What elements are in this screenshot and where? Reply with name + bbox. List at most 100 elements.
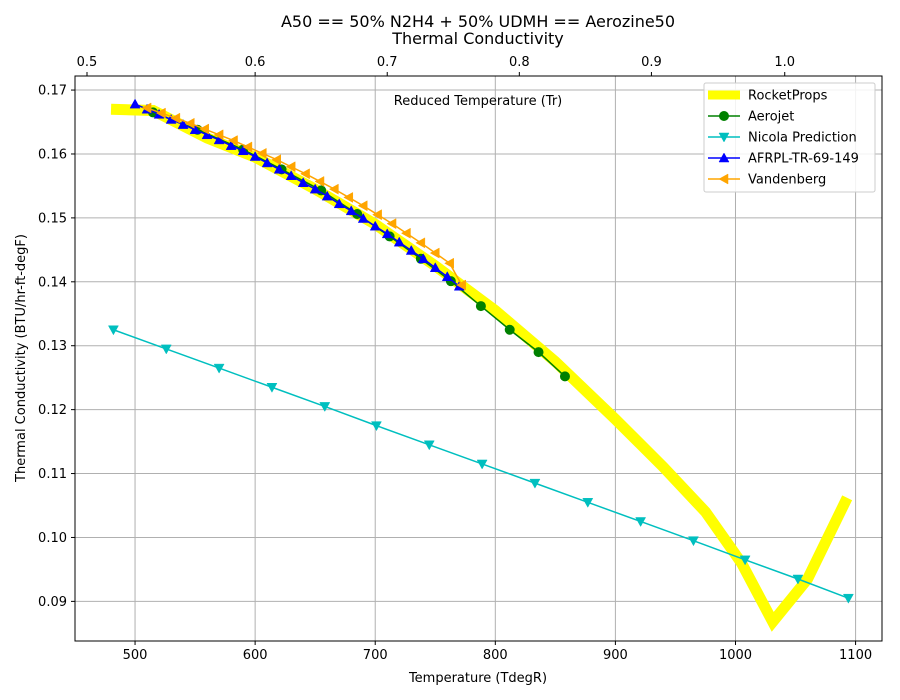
afrpl-tr-69-149-point: [249, 151, 261, 161]
nicola-prediction-point: [635, 517, 647, 527]
vandenberg-point: [170, 112, 181, 124]
y-tick-label: 0.16: [38, 147, 67, 162]
afrpl-tr-69-149-point: [369, 220, 381, 231]
vandenberg-point: [256, 147, 267, 159]
aerojet-point: [533, 347, 544, 358]
vandenberg-point: [372, 209, 382, 221]
x-tick-label: 900: [603, 648, 628, 663]
afrpl-tr-69-149-point: [441, 271, 453, 281]
y-tick-label: 0.15: [38, 211, 67, 226]
y-tick-label: 0.09: [38, 595, 67, 610]
afrpl-tr-69-149-point: [225, 140, 237, 150]
x-tick-label: 800: [483, 648, 508, 663]
vandenberg-point: [155, 107, 166, 119]
legend-label: RocketProps: [748, 89, 828, 104]
afrpl-tr-69-149-point: [345, 205, 357, 216]
legend-item-rocketprops: RocketProps: [708, 89, 828, 104]
top-tick-label: 0.9: [641, 55, 662, 70]
afrpl-tr-69-149-line: [134, 103, 460, 287]
legend-label: AFRPL-TR-69-149: [748, 152, 859, 167]
legend-swatch-marker: [718, 152, 730, 163]
afrpl-tr-69-149-point: [321, 190, 333, 201]
chart-title: A50 == 50% N2H4 + 50% UDMH == Aerozine50: [281, 12, 675, 31]
afrpl-tr-69-149-point: [213, 134, 225, 145]
afrpl-tr-69-149-point: [429, 262, 441, 272]
nicola-prediction-point: [423, 440, 435, 451]
vandenberg-point: [400, 227, 411, 239]
legend-item-vandenberg: Vandenberg: [708, 173, 826, 188]
vandenberg-point: [314, 176, 325, 187]
y-tick-label: 0.11: [38, 467, 67, 482]
vandenberg-point: [343, 192, 354, 203]
nicola-prediction-point: [739, 555, 751, 566]
top-tick-label: 0.8: [509, 55, 530, 70]
afrpl-tr-69-149-point: [393, 236, 405, 247]
legend-swatch-marker: [719, 111, 729, 121]
chart-subtitle: Thermal Conductivity: [391, 29, 564, 48]
series-vandenberg: [141, 102, 466, 291]
vandenberg-point: [357, 200, 368, 212]
afrpl-tr-69-149-point: [273, 163, 285, 174]
y-tick-label: 0.17: [38, 84, 67, 99]
afrpl-tr-69-149-point: [261, 157, 273, 168]
nicola-prediction-point: [582, 498, 594, 508]
vandenberg-point: [242, 141, 253, 153]
x-tick-label: 600: [243, 648, 268, 663]
vandenberg-point: [328, 183, 339, 195]
legend-items: RocketProps Aerojet Nicola Prediction AFRPL…: [708, 89, 859, 188]
legend: RocketProps Aerojet Nicola Prediction AFRPL…: [703, 82, 876, 193]
nicola-prediction-point: [842, 593, 854, 604]
vandenberg-point: [300, 168, 310, 180]
top-tick-label: 0.5: [77, 55, 98, 70]
vandenberg-point: [415, 237, 426, 249]
vandenberg-point: [285, 161, 296, 173]
top-tick-label: 1.0: [774, 55, 795, 70]
vandenberg-point: [141, 102, 152, 114]
nicola-prediction-point: [319, 402, 331, 412]
y-tick-label: 0.10: [38, 531, 67, 546]
grid: [75, 76, 882, 641]
legend-label: Vandenberg: [748, 173, 826, 188]
nicola-prediction-point: [160, 344, 172, 355]
top-tick-label: 0.6: [245, 55, 266, 70]
vandenberg-point: [228, 135, 238, 146]
afrpl-tr-69-149-point: [285, 170, 297, 180]
y-axis-label: Thermal Conductivity (BTU/hr-ft-degF): [14, 234, 29, 483]
legend-swatch-marker: [718, 132, 730, 143]
x-tick-label: 1100: [839, 648, 872, 663]
afrpl-tr-69-149-point: [333, 198, 345, 209]
series-nicola-prediction: [108, 325, 854, 604]
vandenberg-point: [184, 117, 195, 129]
top-tick-label: 0.7: [377, 55, 398, 70]
series-layer: [108, 98, 854, 632]
nicola-prediction-point: [108, 325, 119, 336]
afrpl-tr-69-149-point: [309, 183, 321, 194]
vandenberg-point: [213, 129, 224, 141]
nicola-prediction-point: [213, 363, 225, 374]
afrpl-tr-69-149-point: [357, 213, 369, 223]
afrpl-tr-69-149-point: [177, 119, 189, 129]
plot-frame: [74, 75, 883, 642]
vandenberg-point: [271, 154, 281, 166]
legend-item-nicola-prediction: Nicola Prediction: [708, 131, 857, 146]
nicola-prediction-point: [792, 574, 804, 585]
afrpl-tr-69-149-point: [381, 228, 393, 239]
x-tick-label: 1000: [719, 648, 752, 663]
afrpl-tr-69-149-point: [417, 253, 429, 264]
top-axis-label: Reduced Temperature (Tr): [394, 94, 562, 109]
legend-label: Nicola Prediction: [748, 131, 857, 146]
aerojet-point: [475, 301, 486, 312]
afrpl-tr-69-149-point: [297, 177, 309, 187]
afrpl-tr-69-149-point: [237, 145, 249, 156]
aerojet-point: [504, 324, 515, 335]
legend-box: [703, 82, 876, 193]
axes: 500 600 700 800 900 1000 1100 0.09 0.10 0.11 0.12 0…: [38, 55, 872, 663]
aerojet-point: [559, 371, 570, 382]
vandenberg-point: [444, 257, 454, 269]
vandenberg-point: [456, 279, 466, 291]
nicola-prediction-point: [688, 536, 699, 547]
legend-item-afrpl-tr-69-149: AFRPL-TR-69-149: [708, 152, 859, 167]
vandenberg-point: [199, 123, 209, 135]
afrpl-tr-69-149-point: [201, 129, 213, 140]
